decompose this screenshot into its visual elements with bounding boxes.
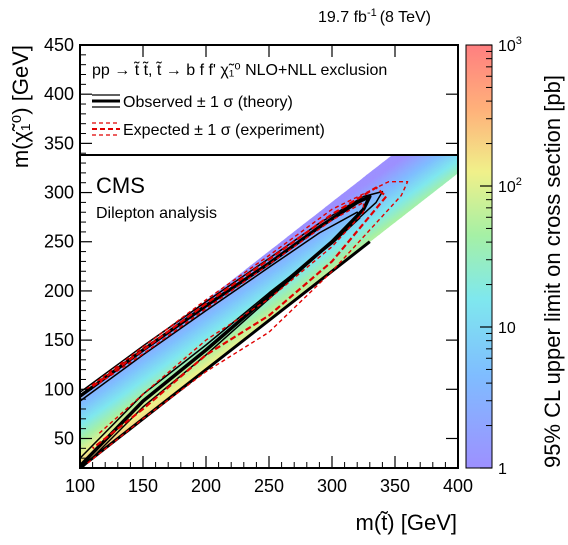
colorbar-ticks: 1 10 102 103 <box>480 35 522 478</box>
x-tick-label: 200 <box>191 476 221 496</box>
luminosity-exponent: -1 <box>367 7 377 19</box>
y-axis-ticks: 50 100 150 200 250 300 350 400 450 <box>44 35 458 459</box>
y-tick-label: 350 <box>44 133 74 153</box>
z-tick-label: 1 <box>498 461 507 478</box>
z-tick-exponent: 3 <box>516 35 522 47</box>
y-tick-label: 450 <box>44 35 74 55</box>
z-tick-label: 103 <box>498 35 522 55</box>
colorbar <box>465 44 493 469</box>
contour-expected-minus <box>85 180 409 465</box>
luminosity-label: 19.7 fb-1 (8 TeV) <box>318 7 431 26</box>
analysis-label: Dilepton analysis <box>96 205 217 222</box>
contour-observed-minus <box>80 190 384 468</box>
contour-observed-plus <box>80 211 361 459</box>
y-tick-label: 300 <box>44 183 74 203</box>
energy-label: (8 TeV) <box>380 9 431 26</box>
x-tick-label: 150 <box>128 476 158 496</box>
legend-box <box>79 44 459 156</box>
z-tick-exponent: 2 <box>516 176 522 188</box>
legend-expected-label: Expected ± 1 σ (experiment) <box>123 122 325 139</box>
x-tick-label: 100 <box>65 476 95 496</box>
y-tick-label: 400 <box>44 84 74 104</box>
luminosity-value: 19.7 fb <box>318 9 367 26</box>
x-axis-ticks: 100 150 200 250 300 350 400 <box>65 45 473 496</box>
y-tick-label: 150 <box>44 330 74 350</box>
legend-header: pp → t̃ t̃, t̃ → b f f' χ̃₁⁰ NLO+NLL exc… <box>92 60 387 79</box>
y-tick-label: 50 <box>54 428 74 448</box>
x-tick-label: 250 <box>254 476 284 496</box>
x-tick-label: 350 <box>380 476 410 496</box>
z-tick-label: 102 <box>498 176 522 196</box>
x-tick-label: 300 <box>317 476 347 496</box>
z-tick-label: 10 <box>498 320 516 337</box>
contour-expected-plus <box>98 201 365 435</box>
y-tick-label: 200 <box>44 281 74 301</box>
x-axis-title: m(t̃) [GeV] <box>356 510 457 535</box>
exclusion-contours <box>80 180 409 468</box>
kinematic-boundary-line <box>79 240 371 470</box>
colorbar-title: 95% CL upper limit on cross section [pb] <box>540 75 565 468</box>
experiment-label: CMS <box>96 173 145 198</box>
contour-expected <box>91 186 388 450</box>
y-tick-label: 250 <box>44 232 74 252</box>
contour-observed <box>80 194 372 468</box>
y-axis-title: m(χ̃₁⁰) [GeV] <box>8 45 33 168</box>
legend-observed-label: Observed ± 1 σ (theory) <box>123 94 293 111</box>
y-tick-label: 100 <box>44 379 74 399</box>
x-tick-label: 400 <box>443 476 473 496</box>
